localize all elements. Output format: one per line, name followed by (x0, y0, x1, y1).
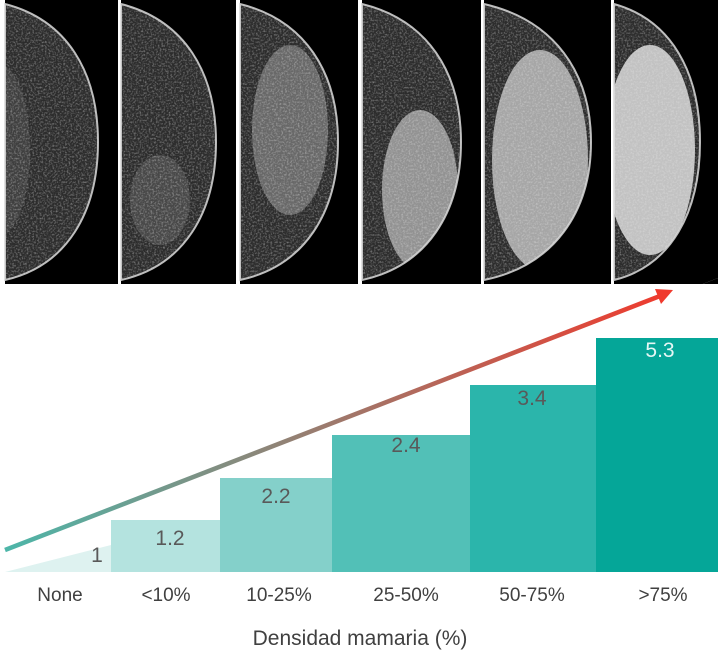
category-tick-label: >75% (638, 585, 687, 606)
risk-bar (596, 338, 718, 572)
risk-bar (5, 545, 111, 572)
skin-line (239, 2, 340, 282)
value-labels: 1 1.2 2.2 2.4 3.4 5.3 (91, 339, 674, 567)
arrow-head (655, 289, 673, 304)
risk-bar (332, 435, 470, 572)
mammogram-panel (239, 0, 358, 284)
arrow-shaft (4, 293, 661, 553)
value-label: 5.3 (645, 339, 674, 362)
value-label: 3.4 (517, 387, 547, 410)
value-label: 1 (91, 544, 103, 567)
dense-tissue-region (252, 45, 328, 215)
mammogram-panel (4, 0, 118, 284)
category-tick-label: 25-50% (373, 585, 439, 606)
mammogram-panel (120, 0, 236, 284)
risk-bar (470, 385, 596, 572)
skin-line (361, 2, 463, 282)
mammogram-panel (613, 0, 718, 284)
category-tick-labels: None <10% 10-25% 25-50% 50-75% >75% (37, 585, 687, 606)
risk-bar (111, 520, 220, 572)
x-axis-label: Densidad mamaria (%) (253, 627, 468, 650)
value-label: 2.4 (391, 434, 421, 457)
category-tick-label: 50-75% (499, 585, 565, 606)
mammogram-panel (361, 0, 481, 284)
dense-tissue-region (492, 50, 588, 270)
value-label: 1.2 (155, 527, 184, 550)
value-label: 2.2 (261, 485, 290, 508)
category-tick-label: <10% (141, 585, 190, 606)
mammogram-panel (483, 0, 611, 284)
risk-bar (220, 478, 332, 572)
skin-line (120, 2, 218, 282)
mammogram-image-strip (4, 0, 718, 284)
skin-line (613, 2, 702, 282)
skin-line (483, 2, 593, 282)
category-tick-label: 10-25% (246, 585, 312, 606)
dense-tissue-region (614, 45, 695, 255)
skin-line (4, 2, 100, 282)
density-risk-arrow (4, 289, 673, 553)
dense-tissue-region (5, 65, 30, 235)
category-tick-label: None (37, 585, 82, 606)
dense-tissue-region (130, 155, 190, 245)
